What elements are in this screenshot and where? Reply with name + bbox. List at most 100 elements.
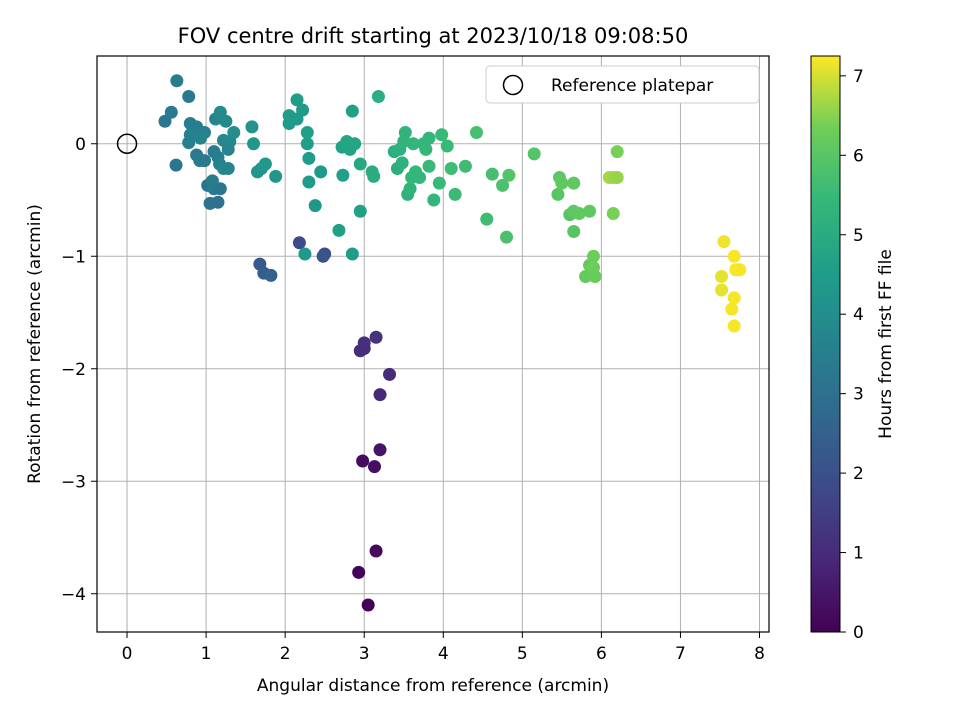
data-point	[258, 157, 272, 171]
data-point	[427, 193, 441, 207]
data-point	[361, 598, 375, 612]
data-point	[264, 268, 278, 282]
data-point	[733, 263, 747, 277]
data-point	[727, 249, 741, 263]
data-point	[213, 182, 227, 196]
data-point	[300, 137, 314, 151]
data-point	[205, 174, 219, 188]
data-point	[353, 157, 367, 171]
legend-entry: Reference platepar	[551, 76, 713, 96]
data-point	[727, 291, 741, 305]
data-point	[345, 247, 359, 261]
data-point	[610, 145, 624, 159]
data-point	[373, 443, 387, 457]
x-tick-label: 7	[675, 644, 686, 664]
data-point	[345, 104, 359, 118]
data-point	[182, 90, 196, 103]
legend-box	[485, 65, 760, 104]
data-point	[296, 103, 310, 117]
data-point	[164, 105, 178, 119]
data-points	[158, 74, 747, 612]
legend-marker	[502, 74, 524, 96]
data-point	[247, 137, 261, 151]
data-point	[588, 270, 602, 283]
data-point	[383, 367, 397, 381]
x-axis-ticks: 0 1 2 3 4 5 6 7 8	[122, 632, 765, 664]
data-point	[395, 156, 409, 170]
data-point	[448, 187, 462, 201]
colorbar-tick-label: 5	[853, 226, 864, 246]
data-point	[170, 74, 184, 88]
data-point	[290, 93, 304, 107]
data-point	[316, 249, 330, 263]
data-point	[717, 235, 731, 249]
data-point	[373, 388, 387, 402]
reference-marker	[116, 133, 138, 154]
data-point	[527, 147, 541, 161]
x-tick-label: 3	[359, 644, 370, 664]
data-point	[496, 178, 510, 192]
colorbar-gradient	[810, 55, 841, 633]
x-tick-label: 6	[596, 644, 607, 664]
colorbar-tick-label: 1	[853, 544, 864, 564]
data-point	[422, 159, 436, 173]
data-point	[432, 176, 446, 190]
plot-frame	[96, 55, 770, 633]
data-point	[298, 247, 312, 261]
data-point	[269, 169, 283, 183]
data-point	[292, 236, 306, 250]
data-point	[715, 283, 729, 297]
colorbar-tick-label: 3	[853, 385, 864, 405]
data-point	[158, 114, 172, 128]
grid	[97, 56, 769, 632]
y-tick-label: −2	[61, 360, 86, 380]
data-point	[219, 114, 233, 128]
data-point	[572, 207, 586, 220]
data-point	[367, 460, 381, 474]
data-point	[440, 139, 454, 153]
data-point	[336, 168, 350, 182]
x-tick-label: 0	[122, 644, 133, 664]
data-point	[369, 330, 383, 344]
data-point	[300, 126, 314, 139]
chart-title: FOV centre drift starting at 2023/10/18 …	[178, 24, 689, 48]
data-point	[586, 249, 600, 263]
y-axis-label: Rotation from reference (arcmin)	[25, 204, 45, 484]
data-point	[567, 176, 581, 190]
data-point	[169, 158, 183, 172]
data-point	[422, 131, 436, 145]
colorbar-tick-label: 2	[853, 464, 864, 484]
data-point	[567, 225, 581, 238]
data-point	[715, 270, 729, 283]
x-axis-label: Angular distance from reference (arcmin)	[257, 676, 609, 696]
colorbar-tick-label: 4	[853, 305, 864, 325]
data-point	[211, 195, 225, 209]
colorbar-label: Hours from first FF file	[876, 249, 896, 439]
y-tick-label: 0	[75, 135, 86, 155]
data-point	[583, 204, 597, 218]
data-point	[245, 120, 259, 134]
data-point	[356, 454, 370, 468]
data-point	[332, 223, 346, 237]
data-point	[194, 131, 208, 145]
data-point	[357, 336, 371, 350]
colorbar-tick-label: 7	[853, 67, 864, 87]
data-point	[485, 167, 499, 181]
x-tick-label: 2	[280, 644, 291, 664]
data-point	[308, 199, 322, 213]
y-tick-label: −4	[61, 585, 86, 605]
data-point	[398, 126, 412, 139]
data-point	[458, 159, 472, 173]
data-point	[725, 302, 739, 316]
x-tick-label: 4	[438, 644, 449, 664]
data-point	[348, 137, 362, 151]
data-point	[727, 319, 741, 333]
data-point	[413, 171, 427, 184]
data-point	[419, 142, 433, 156]
data-point	[606, 207, 620, 220]
y-tick-label: −3	[61, 472, 86, 492]
colorbar-tick-label: 0	[853, 623, 864, 643]
colorbar-tick-label: 6	[853, 146, 864, 166]
data-point	[302, 151, 316, 165]
